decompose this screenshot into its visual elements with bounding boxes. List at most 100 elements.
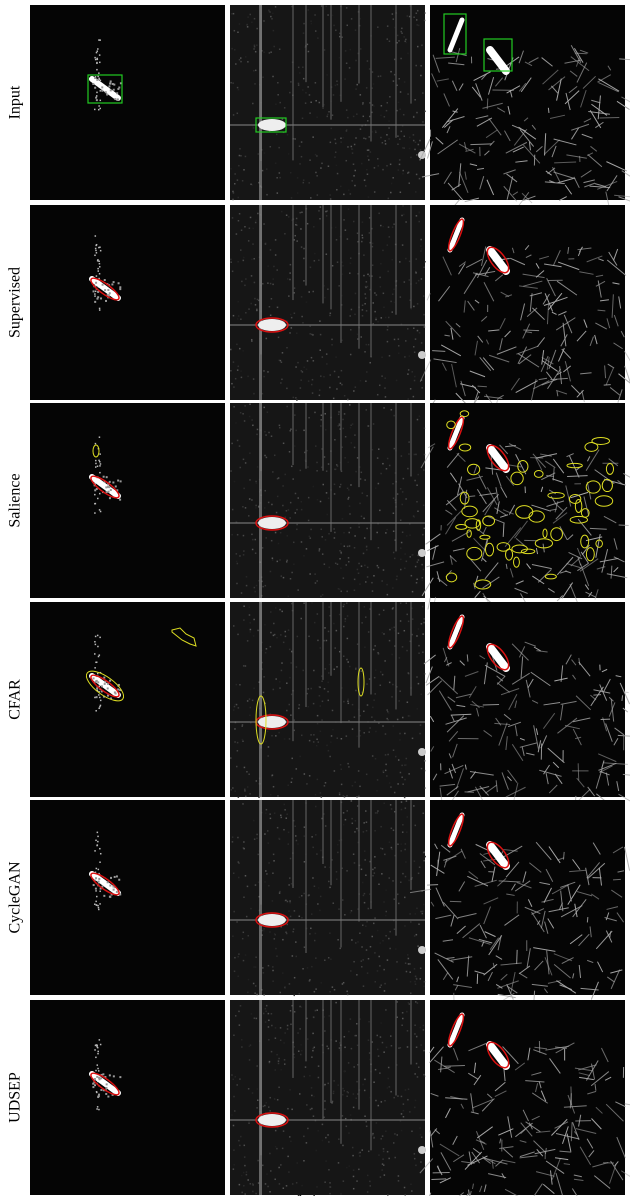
noise (269, 1153, 271, 1155)
noise (284, 804, 286, 806)
speckle (96, 252, 98, 254)
noise (373, 1137, 375, 1139)
noise (277, 827, 279, 829)
noise (238, 1011, 240, 1013)
noise (264, 1105, 266, 1107)
noise (357, 569, 359, 571)
noise (424, 454, 426, 456)
noise (416, 934, 418, 936)
noise (377, 810, 379, 812)
noise (315, 988, 317, 990)
noise (314, 1047, 316, 1049)
noise (355, 471, 357, 473)
noise (299, 756, 301, 758)
speckle (98, 909, 100, 911)
speckle (94, 489, 96, 491)
noise (408, 441, 410, 443)
noise (332, 729, 334, 730)
noise (264, 507, 266, 509)
noise (341, 471, 343, 473)
noise (423, 469, 425, 471)
clutter (563, 852, 564, 860)
noise (389, 40, 391, 42)
noise (414, 935, 416, 937)
noise (356, 84, 358, 86)
noise (416, 154, 418, 156)
noise (385, 754, 387, 756)
noise (236, 921, 238, 923)
noise (337, 564, 339, 566)
noise (329, 991, 331, 993)
noise (269, 52, 271, 54)
noise (263, 376, 265, 378)
noise (240, 412, 242, 414)
noise (382, 1163, 384, 1165)
noise (308, 417, 310, 419)
noise (397, 719, 399, 721)
image-panel (30, 403, 225, 598)
noise (415, 1100, 417, 1102)
speckle (109, 497, 111, 499)
noise (366, 830, 368, 832)
noise (415, 141, 417, 143)
noise (396, 961, 398, 963)
noise (348, 1092, 350, 1094)
noise (283, 1187, 285, 1189)
noise (233, 114, 235, 116)
speckle (92, 1086, 94, 1088)
noise (387, 271, 389, 273)
speckle (101, 90, 103, 92)
noise (362, 492, 364, 494)
noise (397, 783, 399, 785)
noise (403, 214, 405, 216)
noise (230, 261, 232, 263)
noise (338, 908, 340, 910)
clutter (622, 695, 623, 701)
noise (404, 925, 406, 927)
noise (289, 983, 291, 985)
noise (378, 653, 380, 655)
image-panel (30, 602, 225, 797)
noise (348, 189, 350, 191)
noise (361, 163, 363, 165)
noise (267, 1186, 269, 1188)
noise (313, 741, 315, 743)
noise (343, 219, 345, 221)
noise (277, 82, 279, 84)
noise (420, 239, 422, 241)
speckle (95, 291, 97, 293)
noise (364, 646, 366, 648)
noise (346, 129, 348, 131)
noise (276, 269, 278, 271)
noise (327, 1083, 329, 1085)
noise (294, 1011, 296, 1013)
noise (422, 651, 424, 653)
noise (315, 1010, 317, 1012)
noise (246, 771, 248, 773)
streak (305, 1000, 307, 1061)
noise (377, 812, 379, 814)
noise (375, 812, 377, 814)
noise (404, 553, 406, 555)
noise (392, 483, 394, 485)
noise (413, 134, 415, 136)
noise (291, 466, 293, 468)
noise (412, 738, 414, 740)
noise (272, 559, 274, 561)
noise (270, 146, 272, 148)
noise (317, 903, 319, 905)
noise (275, 678, 277, 680)
noise (325, 429, 327, 431)
noise (393, 80, 395, 82)
noise (400, 850, 402, 852)
noise (418, 221, 420, 223)
noise (263, 972, 265, 974)
noise (262, 283, 264, 285)
speckle (100, 705, 102, 707)
speckle (94, 653, 96, 655)
noise (409, 182, 411, 184)
speckle (97, 841, 99, 843)
streak (410, 602, 412, 696)
noise (364, 479, 366, 481)
noise (382, 226, 384, 228)
